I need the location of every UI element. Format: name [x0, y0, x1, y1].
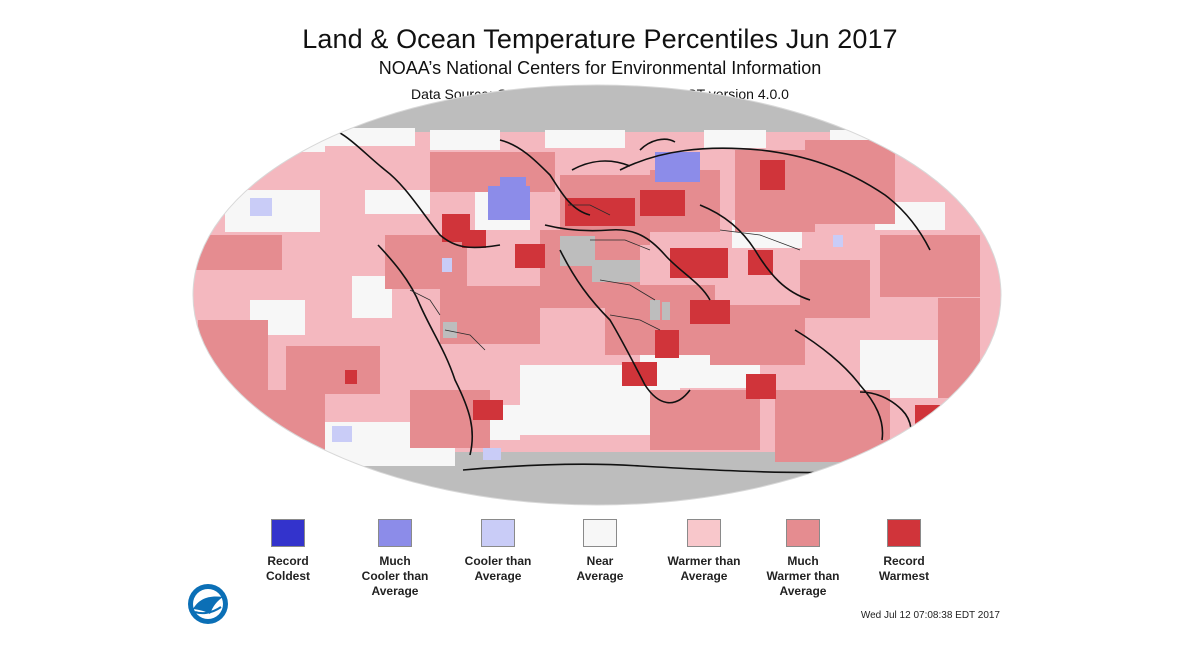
legend-much-cooler: Much Cooler than Average [335, 519, 455, 599]
land-no-data-area [662, 302, 670, 320]
noaa-logo-wave-icon [193, 596, 223, 614]
cooler-than-average-area [655, 152, 700, 182]
legend-swatch-warmer [687, 519, 721, 547]
legend-swatch-much-cooler [378, 519, 412, 547]
legend-near-average: Near Average [540, 519, 660, 584]
country-border-path [409, 289, 441, 316]
coastline-path [559, 249, 691, 404]
near-average-area [245, 128, 325, 152]
much-warmer-area [385, 235, 467, 289]
country-border-path [590, 239, 651, 251]
much-warmer-area [805, 140, 895, 224]
cooler-than-average-area [442, 258, 452, 272]
record-warmest-area [655, 330, 679, 358]
legend-record-warmest: Record Warmest [844, 519, 964, 584]
near-average-area [430, 130, 500, 150]
much-warmer-area [800, 260, 870, 318]
cooler-than-average-area [332, 426, 352, 442]
land-no-data-area [650, 300, 660, 320]
near-average-area [704, 130, 766, 148]
legend-cooler: Cooler than Average [438, 519, 558, 584]
record-warmest-area [746, 374, 776, 399]
legend-swatch-record-warmest [887, 519, 921, 547]
legend-label-much-cooler: Much Cooler than Average [361, 554, 429, 598]
legend-label-warmer: Warmer than Average [667, 554, 741, 583]
country-border-path [719, 229, 801, 251]
noaa-logo-curve-icon [194, 606, 222, 615]
country-border-path [444, 329, 486, 351]
record-warmest-area [640, 190, 685, 216]
map-border [192, 84, 1002, 506]
legend-swatch-near-average [583, 519, 617, 547]
coastline-path [794, 329, 884, 441]
land-no-data-area [592, 260, 640, 282]
record-warmest-area [473, 400, 503, 420]
much-warmer-area [430, 152, 555, 192]
legend-label-record-warmest: Record Warmest [878, 554, 930, 583]
country-border-path [609, 314, 661, 331]
cooler-than-average-area [500, 177, 526, 195]
coastline-path [499, 139, 591, 216]
land-no-data-area [443, 322, 457, 338]
record-warmest-area [690, 300, 730, 324]
near-average-area [365, 190, 430, 214]
record-warmest-area [760, 160, 785, 190]
much-warmer-area [650, 390, 760, 450]
legend-swatch-much-warmer [786, 519, 820, 547]
noaa-logo [188, 584, 228, 624]
legend-record-coldest: Record Coldest [228, 519, 348, 584]
country-border-path [599, 279, 656, 301]
coastline-path [544, 224, 711, 301]
coastline-path [639, 138, 676, 151]
near-average-area [225, 190, 320, 232]
cooler-than-average-area [483, 448, 501, 460]
legend-warmer: Warmer than Average [644, 519, 764, 584]
record-warmest-area [515, 244, 545, 268]
country-border-path [568, 204, 611, 216]
coastline-path [319, 124, 501, 249]
near-average-area [545, 130, 625, 148]
coastline-path [619, 147, 931, 251]
much-warmer-area [286, 346, 380, 394]
legend-label-record-coldest: Record Coldest [265, 554, 310, 583]
legend-label-much-warmer: Much Warmer than Average [766, 554, 840, 598]
much-warmer-area [880, 235, 980, 297]
record-warmest-area [565, 198, 635, 226]
coastline-path [571, 160, 631, 171]
south-polar-no-data [193, 452, 1001, 505]
much-warmer-area [230, 390, 325, 460]
timestamp: Wed Jul 12 07:08:38 EDT 2017 [860, 610, 1000, 621]
map-subtitle: NOAA’s National Centers for Environmenta… [378, 58, 822, 78]
much-warmer-area [193, 235, 282, 270]
much-warmer-area [198, 320, 268, 392]
legend-label-cooler: Cooler than Average [464, 554, 532, 583]
record-warmest-area [462, 230, 486, 248]
temperature-legend: Record Coldest Much Cooler than Average … [0, 519, 1200, 619]
legend-label-near-average: Near Average [576, 554, 624, 583]
legend-swatch-record-coldest [271, 519, 305, 547]
cooler-than-average-area [250, 198, 272, 216]
record-warmest-area [345, 370, 357, 384]
coastline-layer [319, 124, 971, 474]
coastline-path [699, 204, 811, 301]
legend-much-warmer: Much Warmer than Average [743, 519, 863, 599]
near-average-area [320, 128, 415, 146]
cooler-than-average-area [833, 235, 843, 247]
much-warmer-area [938, 298, 980, 398]
map-title: Land & Ocean Temperature Percentiles Jun… [302, 24, 898, 54]
north-polar-no-data [193, 85, 1001, 132]
legend-swatch-cooler [481, 519, 515, 547]
record-warmest-area [670, 248, 728, 278]
map-color-layer [193, 85, 1001, 505]
coastline-path [377, 244, 474, 456]
